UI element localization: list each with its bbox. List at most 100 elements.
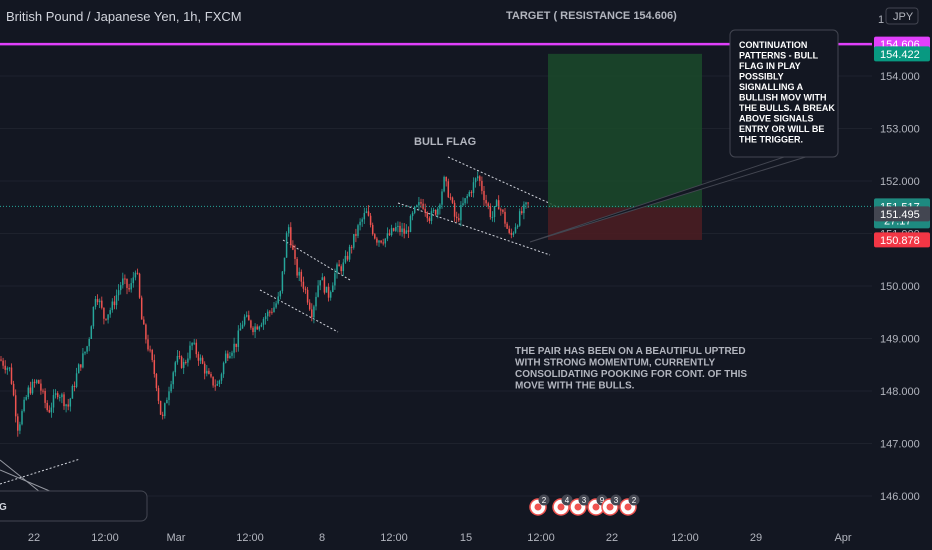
candle-body bbox=[237, 330, 240, 347]
candle-body bbox=[279, 291, 282, 297]
candle-body bbox=[518, 211, 521, 226]
event-badge[interactable]: 3 bbox=[601, 494, 622, 516]
candle-body bbox=[178, 355, 181, 357]
candle-body bbox=[21, 411, 23, 425]
candle-body bbox=[365, 211, 368, 213]
x-tick-label: Apr bbox=[834, 532, 851, 544]
candle-body bbox=[180, 356, 183, 368]
candle-body bbox=[504, 211, 506, 224]
event-flag-dot bbox=[624, 503, 632, 511]
candle-body bbox=[157, 388, 160, 401]
y-tick-label: 152.000 bbox=[880, 176, 920, 188]
event-badge[interactable]: 2 bbox=[529, 494, 550, 516]
candle-body bbox=[336, 264, 338, 274]
event-badge[interactable]: 9 bbox=[587, 494, 608, 516]
candle-body bbox=[166, 399, 168, 404]
candle-body bbox=[521, 211, 523, 214]
candle-body bbox=[508, 228, 510, 233]
candle-body bbox=[390, 228, 393, 236]
text-line: CONSOLIDATING POOKING FOR CONT. OF THIS bbox=[515, 369, 747, 380]
cutoff-box-text: G bbox=[0, 502, 7, 513]
text-line: PATTERNS - BULL bbox=[739, 51, 819, 61]
candle-body bbox=[430, 211, 433, 221]
event-badge[interactable]: 3 bbox=[569, 494, 590, 516]
candle-body bbox=[483, 190, 485, 201]
event-flag-dot bbox=[606, 503, 614, 511]
x-tick-label: 12:00 bbox=[380, 532, 408, 544]
bull-flag-label: BULL FLAG bbox=[414, 136, 476, 148]
candle-body bbox=[374, 234, 376, 239]
candle-body bbox=[197, 354, 200, 361]
candle-body bbox=[134, 272, 137, 278]
text-line: POSSIBLY bbox=[739, 72, 784, 82]
candle-body bbox=[428, 218, 431, 221]
candle-body bbox=[388, 233, 391, 236]
candle-body bbox=[361, 219, 363, 222]
candle-body bbox=[472, 182, 475, 193]
candle-body bbox=[424, 208, 426, 213]
candle-body bbox=[231, 352, 233, 356]
flag-upper-line bbox=[447, 156, 561, 209]
flag2-upper-line bbox=[282, 239, 351, 281]
candle-body bbox=[516, 225, 519, 228]
candle-body bbox=[115, 295, 118, 306]
candle-body bbox=[399, 225, 401, 233]
candle-body bbox=[29, 387, 32, 394]
event-badge[interactable]: 4 bbox=[552, 494, 573, 516]
candle-body bbox=[426, 212, 429, 219]
candle-body bbox=[273, 307, 275, 313]
candle-body bbox=[212, 376, 214, 386]
candle-body bbox=[453, 202, 456, 217]
event-flag-dot bbox=[534, 503, 542, 511]
candle-body bbox=[405, 230, 408, 234]
candle-body bbox=[176, 355, 179, 363]
candle-body bbox=[92, 306, 95, 327]
candle-body bbox=[416, 205, 418, 207]
candle-body bbox=[241, 324, 244, 329]
candle-body bbox=[105, 318, 107, 320]
candle-body bbox=[50, 407, 53, 413]
currency-badge[interactable]: JPY bbox=[885, 7, 919, 25]
y-tick-label: 148.000 bbox=[880, 386, 920, 398]
candle-body bbox=[42, 390, 44, 392]
candle-body bbox=[380, 240, 382, 243]
candle-body bbox=[80, 364, 82, 368]
candle-body bbox=[203, 363, 206, 374]
candle-body bbox=[443, 176, 445, 192]
event-count: 2 bbox=[632, 496, 637, 505]
candle-body bbox=[317, 285, 319, 297]
candle-body bbox=[325, 286, 328, 293]
event-count: 3 bbox=[614, 496, 619, 505]
candles bbox=[0, 171, 529, 437]
candle-body bbox=[411, 212, 414, 217]
candle-body bbox=[96, 299, 99, 303]
candle-body bbox=[460, 205, 462, 221]
cut-top-tick: 1 bbox=[878, 14, 884, 26]
candle-body bbox=[155, 374, 158, 389]
candle-body bbox=[315, 296, 317, 307]
candle-body bbox=[193, 342, 195, 344]
candle-body bbox=[359, 221, 361, 226]
event-count: 4 bbox=[565, 496, 570, 505]
event-badge[interactable]: 2 bbox=[619, 494, 640, 516]
candle-body bbox=[468, 192, 471, 197]
text-line: MOVE WITH THE BULLS. bbox=[515, 381, 635, 392]
x-tick-label: 12:00 bbox=[671, 532, 699, 544]
x-tick-label: 15 bbox=[460, 532, 472, 544]
stop-loss-tag: 150.878 bbox=[874, 232, 930, 248]
candle-body bbox=[88, 338, 90, 347]
candle-body bbox=[338, 264, 340, 267]
candle-body bbox=[61, 394, 63, 398]
candle-body bbox=[46, 402, 48, 411]
candle-body bbox=[216, 383, 219, 386]
flag2-lower-line bbox=[259, 289, 339, 333]
candle-body bbox=[8, 367, 11, 369]
candle-body bbox=[294, 249, 296, 259]
candle-body bbox=[252, 327, 254, 333]
candle-body bbox=[199, 357, 202, 361]
candle-body bbox=[462, 203, 464, 206]
candle-body bbox=[124, 278, 126, 280]
stop-loss-tag-bg bbox=[874, 232, 930, 248]
candle-body bbox=[439, 204, 441, 209]
